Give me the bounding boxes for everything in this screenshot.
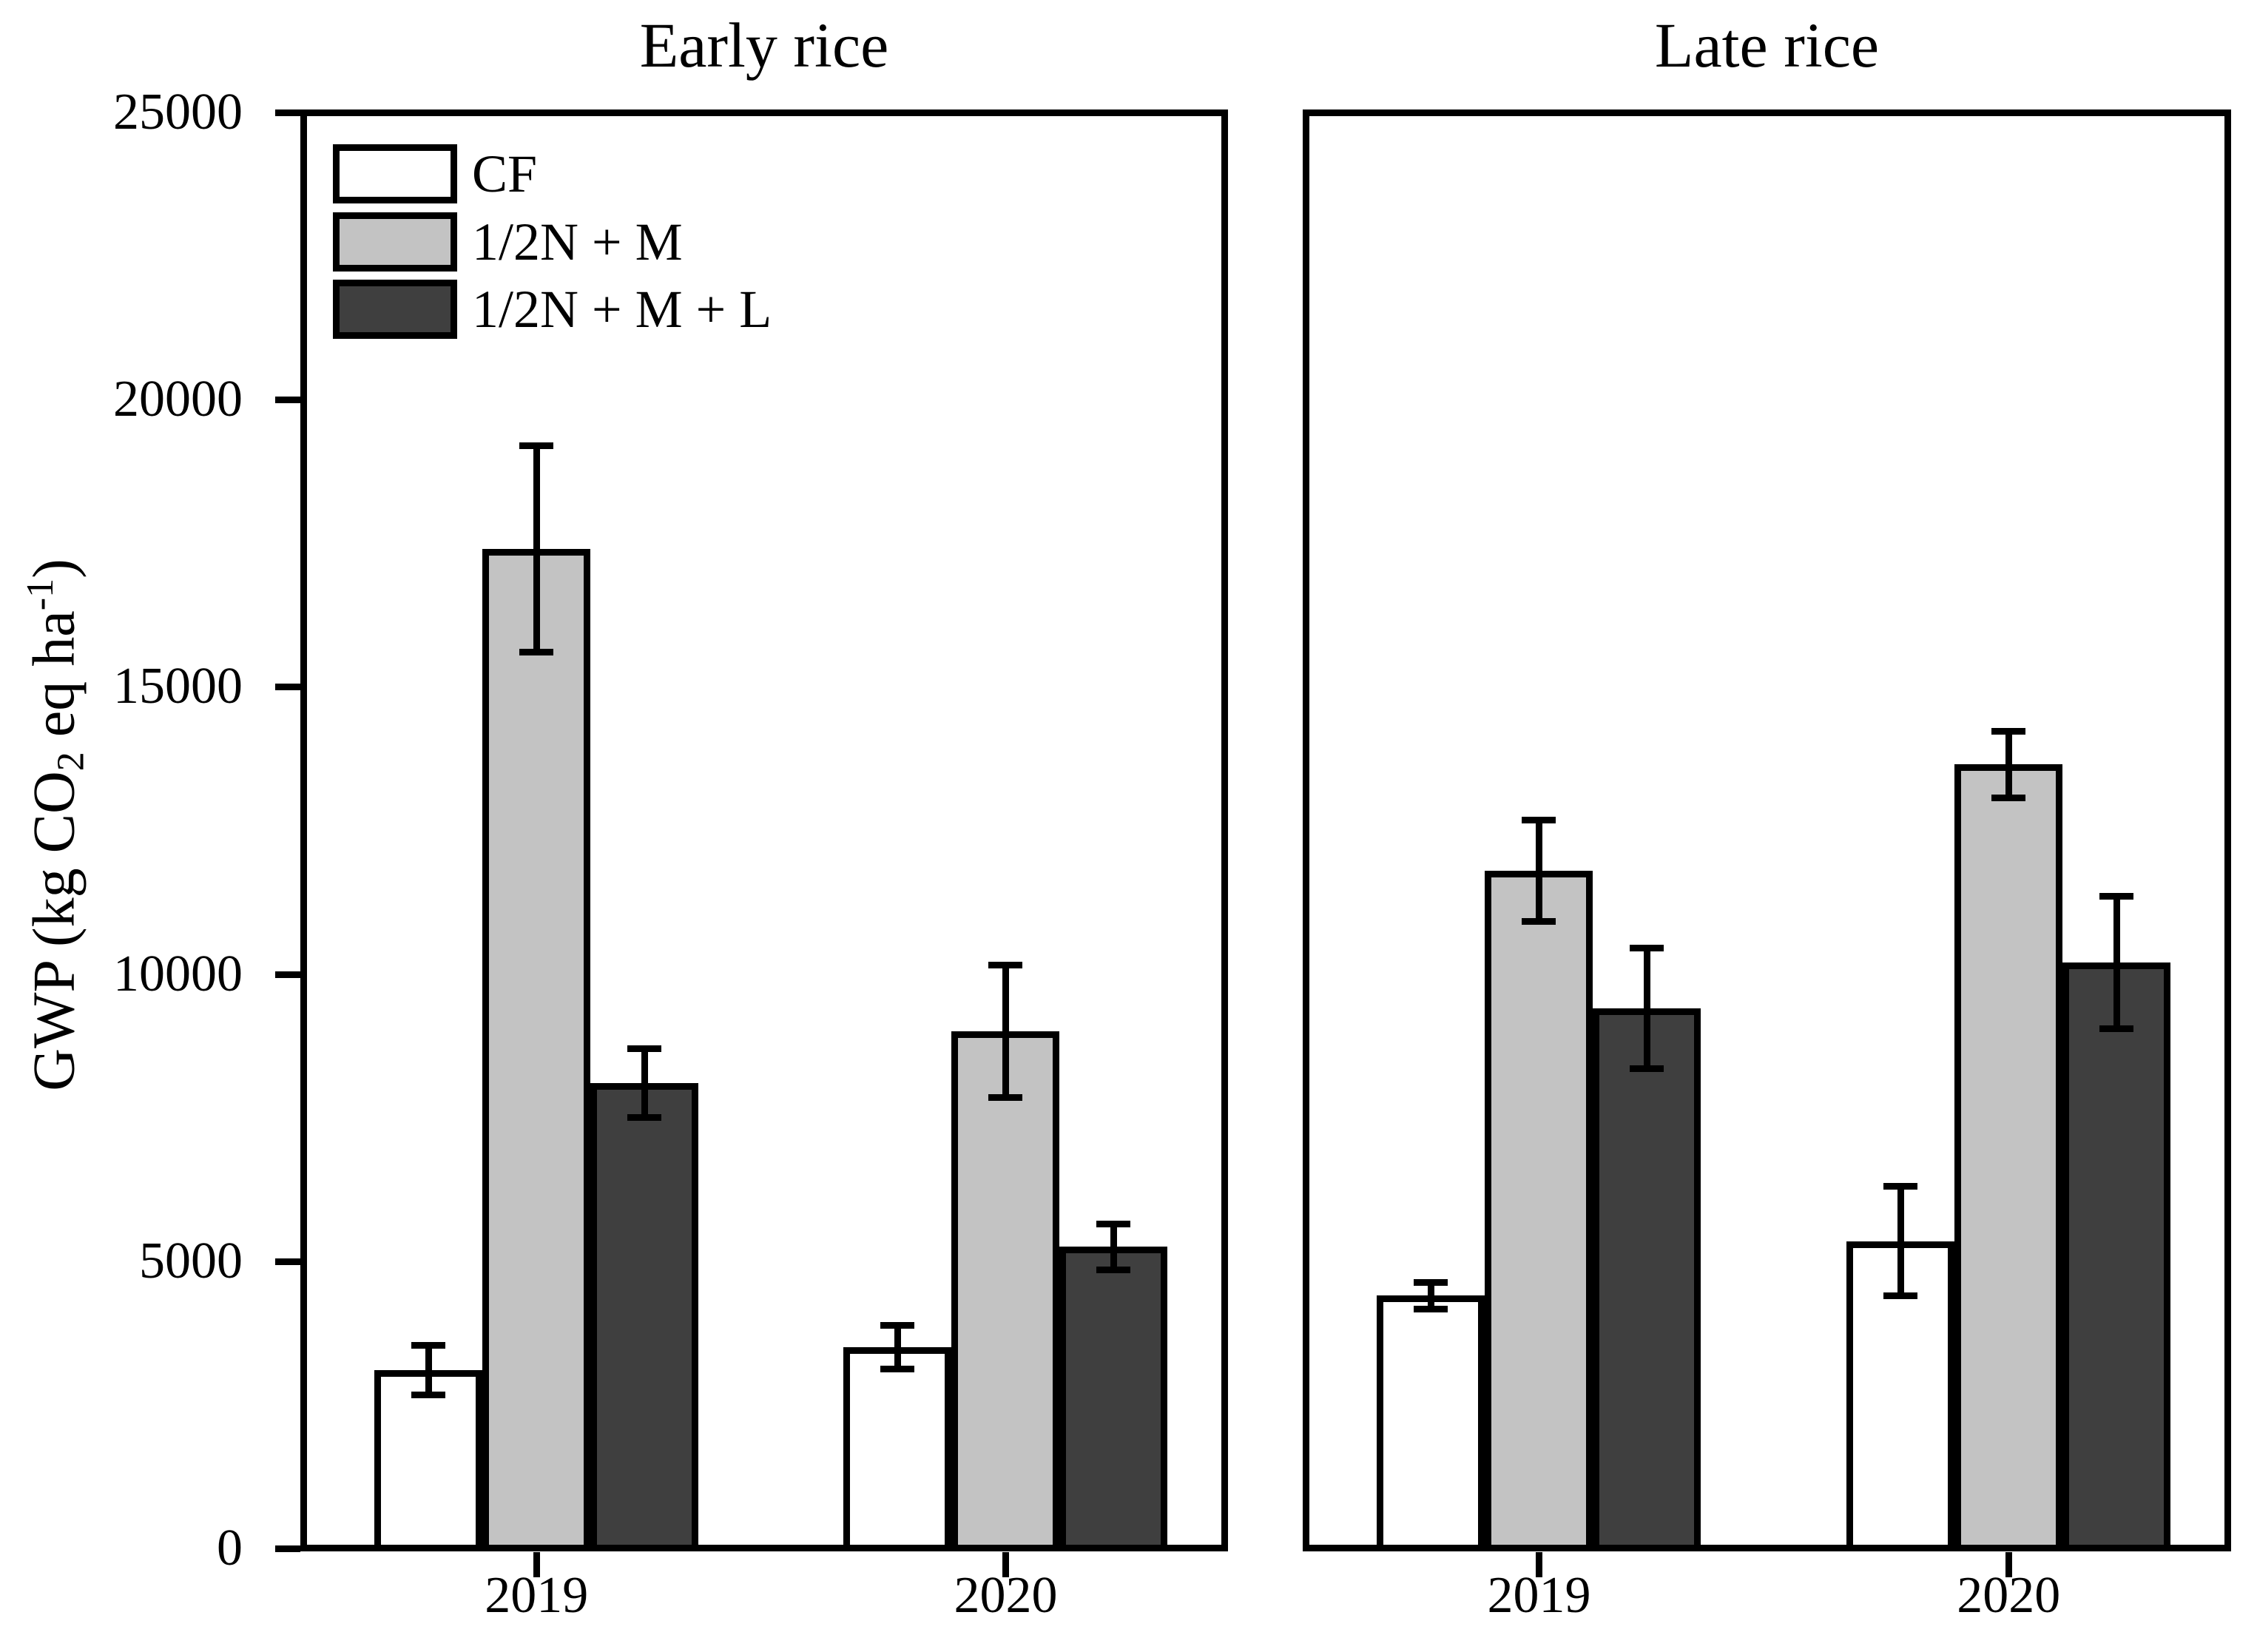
error-bar-late-rice-2019-1-2n-m-cap-top	[1522, 817, 1556, 824]
y-tick-label-20000: 20000	[113, 371, 243, 428]
bar-early-rice-2019-cf	[374, 1370, 483, 1551]
error-bar-early-rice-2019-1-2n-m-l-stem	[641, 1048, 648, 1118]
error-bar-late-rice-2020-1-2n-m-cap-bottom	[1991, 794, 2026, 801]
bar-early-rice-2019-1-2n-m-l	[590, 1083, 699, 1551]
error-bar-early-rice-2020-1-2n-m-l-cap-bottom	[1096, 1266, 1131, 1273]
error-bar-late-rice-2020-1-2n-m-l-stem	[2113, 896, 2120, 1029]
error-bar-late-rice-2019-1-2n-m-cap-bottom	[1522, 917, 1556, 925]
error-bar-early-rice-2020-1-2n-m-stem	[1002, 965, 1009, 1098]
panel-frame-early-rice	[300, 109, 1228, 1551]
bar-late-rice-2019-cf	[1377, 1295, 1485, 1551]
x-tick-early-rice-2020	[1002, 1552, 1010, 1577]
x-tick-label-early-rice-2019: 2019	[485, 1567, 589, 1624]
x-tick-late-rice-2019	[1536, 1552, 1543, 1577]
error-bar-early-rice-2019-1-2n-m-l-cap-bottom	[627, 1114, 662, 1122]
error-bar-late-rice-2020-cf-cap-top	[1883, 1183, 1918, 1190]
panel-title-late-rice: Late rice	[1654, 10, 1880, 81]
error-bar-early-rice-2020-cf-cap-top	[880, 1322, 915, 1329]
error-bar-early-rice-2019-1-2n-m-stem	[533, 445, 540, 653]
y-tick-label-10000: 10000	[113, 945, 243, 1002]
x-tick-early-rice-2019	[533, 1552, 541, 1577]
error-bar-late-rice-2019-1-2n-m-stem	[1535, 820, 1542, 922]
error-bar-early-rice-2019-1-2n-m-l-cap-top	[627, 1045, 662, 1053]
x-tick-late-rice-2020	[2005, 1552, 2013, 1577]
y-axis-title-part: GWP (kg CO	[21, 771, 87, 1091]
x-tick-label-early-rice-2020: 2020	[954, 1567, 1058, 1624]
legend-label-cf: CF	[472, 144, 538, 203]
error-bar-early-rice-2019-cf-cap-top	[411, 1342, 446, 1349]
error-bar-early-rice-2020-1-2n-m-cap-bottom	[988, 1094, 1023, 1102]
y-tick-label-15000: 15000	[113, 658, 243, 715]
error-bar-late-rice-2019-1-2n-m-l-stem	[1643, 948, 1650, 1069]
error-bar-late-rice-2020-1-2n-m-stem	[2005, 731, 2012, 798]
y-tick-10000	[275, 971, 300, 978]
error-bar-late-rice-2019-1-2n-m-l-cap-bottom	[1630, 1065, 1664, 1073]
y-tick-label-0: 0	[217, 1520, 243, 1577]
legend-swatch-cf	[333, 144, 457, 203]
error-bar-early-rice-2020-1-2n-m-l-stem	[1110, 1224, 1117, 1270]
bar-early-rice-2020-1-2n-m	[951, 1031, 1060, 1551]
bar-late-rice-2020-1-2n-m-l	[2062, 962, 2171, 1551]
y-tick-15000	[275, 684, 300, 691]
bar-late-rice-2020-1-2n-m	[1954, 764, 2063, 1551]
error-bar-late-rice-2020-cf-stem	[1897, 1186, 1904, 1296]
bar-early-rice-2020-1-2n-m-l	[1059, 1247, 1168, 1551]
y-tick-20000	[275, 397, 300, 404]
bar-late-rice-2019-1-2n-m-l	[1593, 1008, 1701, 1551]
error-bar-early-rice-2020-1-2n-m-cap-top	[988, 962, 1023, 969]
error-bar-late-rice-2019-cf-cap-bottom	[1414, 1305, 1448, 1312]
error-bar-late-rice-2019-cf-stem	[1427, 1282, 1434, 1309]
y-tick-label-25000: 25000	[113, 84, 243, 141]
error-bar-early-rice-2020-cf-cap-bottom	[880, 1366, 915, 1373]
legend-swatch-1-2n-m-l	[333, 280, 457, 339]
error-bar-late-rice-2019-cf-cap-top	[1414, 1279, 1448, 1287]
legend-label-1-2n-m-l: 1/2N + M + L	[472, 280, 772, 339]
y-tick-0	[275, 1545, 300, 1552]
bar-early-rice-2019-1-2n-m	[482, 549, 591, 1551]
y-axis-title-part: -1	[19, 578, 61, 611]
error-bar-early-rice-2019-cf-stem	[425, 1345, 432, 1395]
y-axis-title-part: )	[21, 559, 87, 579]
y-tick-5000	[275, 1258, 300, 1265]
error-bar-early-rice-2019-1-2n-m-cap-top	[519, 442, 554, 449]
y-axis-title-part: 2	[50, 752, 92, 772]
error-bar-early-rice-2019-cf-cap-bottom	[411, 1392, 446, 1399]
error-bar-early-rice-2020-1-2n-m-l-cap-top	[1096, 1220, 1131, 1227]
panel-frame-late-rice	[1303, 109, 2231, 1551]
error-bar-late-rice-2020-1-2n-m-l-cap-top	[2099, 893, 2134, 900]
x-tick-label-late-rice-2020: 2020	[1957, 1567, 2061, 1624]
error-bar-late-rice-2020-cf-cap-bottom	[1883, 1292, 1918, 1299]
error-bar-early-rice-2020-cf-stem	[894, 1325, 901, 1369]
legend-label-1-2n-m: 1/2N + M	[472, 212, 683, 272]
panel-title-early-rice: Early rice	[639, 10, 889, 81]
legend-swatch-1-2n-m	[333, 212, 457, 272]
bar-late-rice-2019-1-2n-m	[1485, 870, 1593, 1551]
y-axis-title: GWP (kg CO2 eq ha-1)	[0, 307, 92, 1343]
y-tick-label-5000: 5000	[139, 1232, 243, 1289]
bar-early-rice-2020-cf	[843, 1347, 952, 1551]
error-bar-late-rice-2019-1-2n-m-l-cap-top	[1630, 945, 1664, 952]
error-bar-early-rice-2019-1-2n-m-cap-bottom	[519, 649, 554, 656]
x-tick-label-late-rice-2019: 2019	[1487, 1567, 1591, 1624]
error-bar-late-rice-2020-1-2n-m-l-cap-bottom	[2099, 1025, 2134, 1032]
error-bar-late-rice-2020-1-2n-m-cap-top	[1991, 727, 2026, 735]
y-tick-25000	[275, 109, 300, 116]
